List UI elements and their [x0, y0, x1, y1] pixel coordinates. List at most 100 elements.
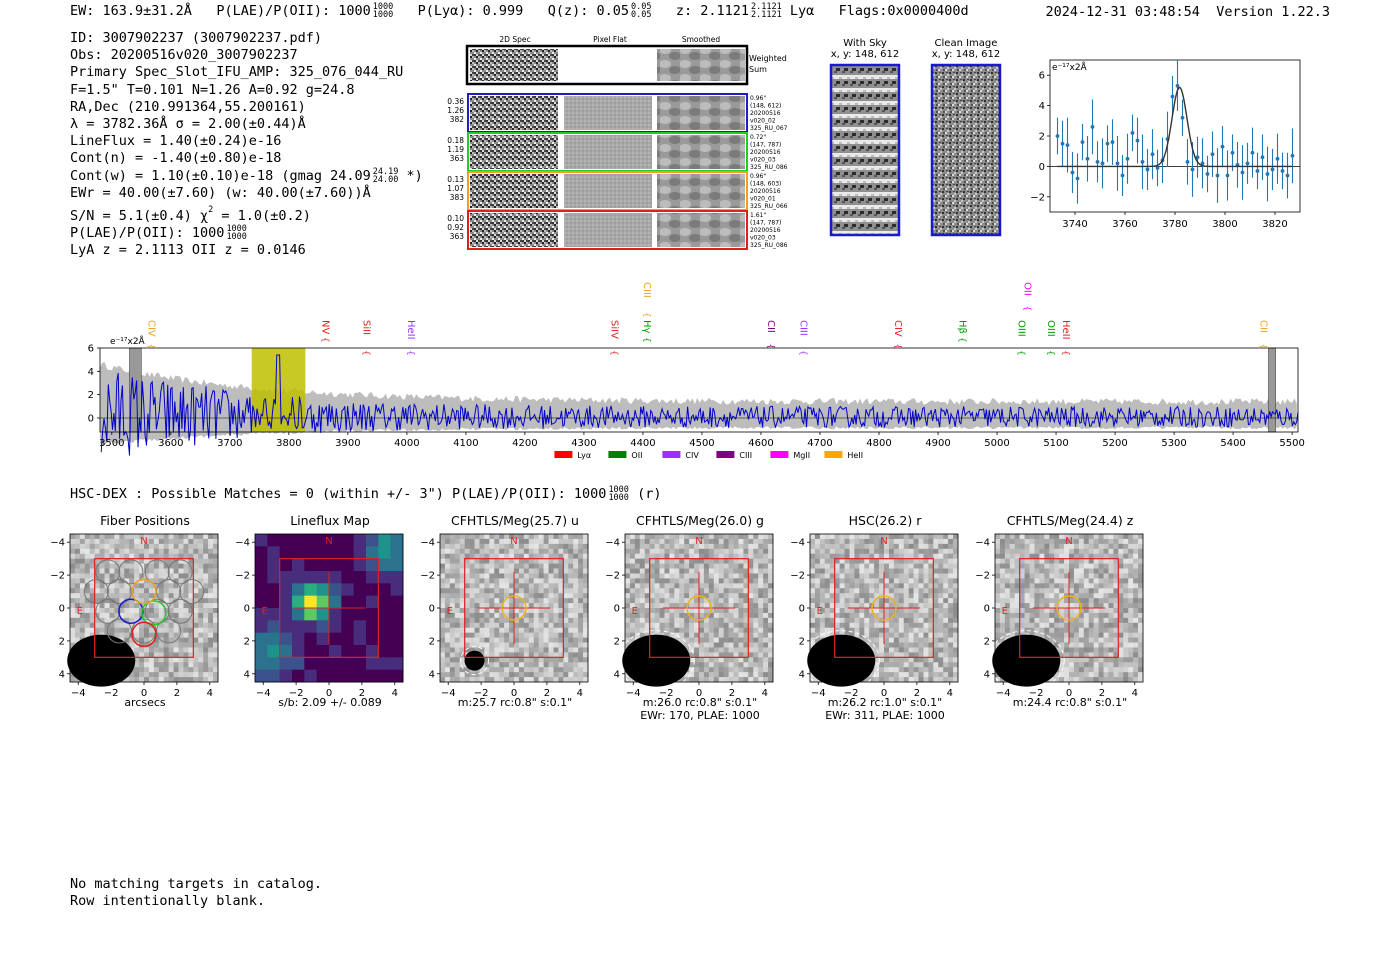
noise-pixel — [198, 652, 204, 658]
flux-pixel — [316, 620, 330, 634]
noise-pixel — [469, 608, 475, 614]
spectrum-legend-swatch — [608, 451, 627, 458]
noise-pixel — [213, 612, 219, 619]
noise-pixel — [708, 573, 715, 579]
noise-pixel — [1044, 622, 1050, 629]
cutout-ytick-label: 0 — [244, 604, 250, 615]
spec-row-smooth — [657, 213, 745, 247]
noise-pixel — [748, 662, 754, 668]
noise-pixel — [699, 563, 705, 569]
noise-pixel — [728, 617, 734, 624]
noise-pixel — [459, 538, 465, 545]
noise-pixel — [509, 548, 515, 555]
noise-pixel — [198, 578, 204, 584]
noise-pixel — [844, 603, 850, 609]
noise-pixel — [649, 578, 655, 584]
noise-pixel — [953, 534, 959, 540]
noise-pixel — [824, 548, 831, 555]
noise-pixel — [923, 647, 929, 653]
noise-pixel — [1029, 603, 1035, 609]
noise-pixel — [854, 622, 860, 629]
noise-pixel — [469, 583, 475, 589]
noise-pixel — [1083, 627, 1090, 633]
frac-lo: 0.05 — [630, 10, 652, 20]
zoom-point — [1060, 141, 1065, 146]
noise-pixel — [144, 593, 150, 599]
noise-pixel — [1034, 568, 1040, 574]
noise-pixel — [504, 553, 510, 559]
noise-pixel — [718, 558, 724, 564]
noise-pixel — [694, 622, 700, 629]
noise-pixel — [834, 553, 840, 559]
noise-pixel — [119, 632, 125, 638]
noise-pixel — [84, 553, 91, 559]
noise-pixel — [504, 608, 510, 614]
noise-pixel — [440, 534, 446, 540]
noise-pixel — [558, 677, 564, 683]
noise-pixel — [444, 568, 451, 574]
noise-pixel — [1044, 593, 1050, 599]
noise-pixel — [708, 578, 715, 584]
noise-pixel — [183, 548, 189, 555]
noise-pixel — [879, 608, 885, 614]
noise-pixel — [1029, 553, 1035, 559]
noise-pixel — [440, 637, 446, 643]
flux-pixel — [353, 669, 367, 683]
noise-pixel — [1083, 553, 1090, 559]
noise-pixel — [518, 598, 525, 604]
noise-pixel — [639, 534, 646, 540]
noise-pixel — [168, 593, 174, 599]
noise-pixel — [933, 632, 939, 638]
noise-pixel — [139, 652, 145, 658]
noise-pixel — [948, 568, 954, 574]
noise-pixel — [933, 627, 939, 633]
noise-pixel — [708, 598, 715, 604]
noise-pixel — [543, 563, 549, 569]
noise-pixel — [139, 543, 145, 550]
noise-pixel — [753, 608, 759, 614]
noise-pixel — [1108, 622, 1114, 629]
noise-pixel — [1083, 608, 1090, 614]
header-plae: P(LAE)/P(OII): 1000 — [216, 3, 371, 19]
cutout-ytick-label: 2 — [59, 636, 65, 647]
noise-pixel — [193, 563, 199, 569]
noise-pixel — [1034, 558, 1040, 564]
noise-pixel — [568, 608, 574, 614]
noise-pixel — [1078, 598, 1085, 604]
flux-pixel — [255, 669, 268, 683]
noise-pixel — [1009, 603, 1016, 609]
noise-pixel — [459, 593, 465, 599]
noise-pixel — [888, 583, 895, 589]
noise-pixel — [523, 563, 530, 569]
noise-pixel — [743, 612, 749, 619]
noise-pixel — [743, 578, 749, 584]
noise-pixel — [1069, 578, 1075, 584]
noise-pixel — [1004, 617, 1011, 624]
noise-pixel — [689, 593, 695, 599]
noise-pixel — [518, 677, 525, 683]
noise-pixel — [824, 612, 831, 619]
noise-pixel — [933, 573, 939, 579]
noise-pixel — [674, 612, 680, 619]
noise-pixel — [713, 573, 720, 579]
noise-pixel — [819, 617, 826, 624]
noise-pixel — [484, 672, 490, 678]
noise-pixel — [543, 598, 549, 604]
noise-pixel — [514, 538, 520, 545]
noise-pixel — [208, 617, 214, 624]
noise-pixel — [533, 617, 539, 624]
noise-pixel — [674, 553, 680, 559]
noise-pixel — [649, 534, 655, 540]
info-lineflux: LineFlux = 1.40(±0.24)e-16 — [70, 133, 282, 150]
noise-pixel — [543, 534, 549, 540]
noise-pixel — [748, 627, 754, 633]
noise-pixel — [689, 603, 695, 609]
noise-pixel — [733, 593, 739, 599]
noise-pixel — [933, 662, 939, 668]
noise-pixel — [208, 568, 214, 574]
noise-pixel — [718, 637, 724, 643]
noise-pixel — [89, 612, 95, 619]
noise-pixel — [664, 568, 670, 574]
noise-pixel — [923, 548, 929, 555]
